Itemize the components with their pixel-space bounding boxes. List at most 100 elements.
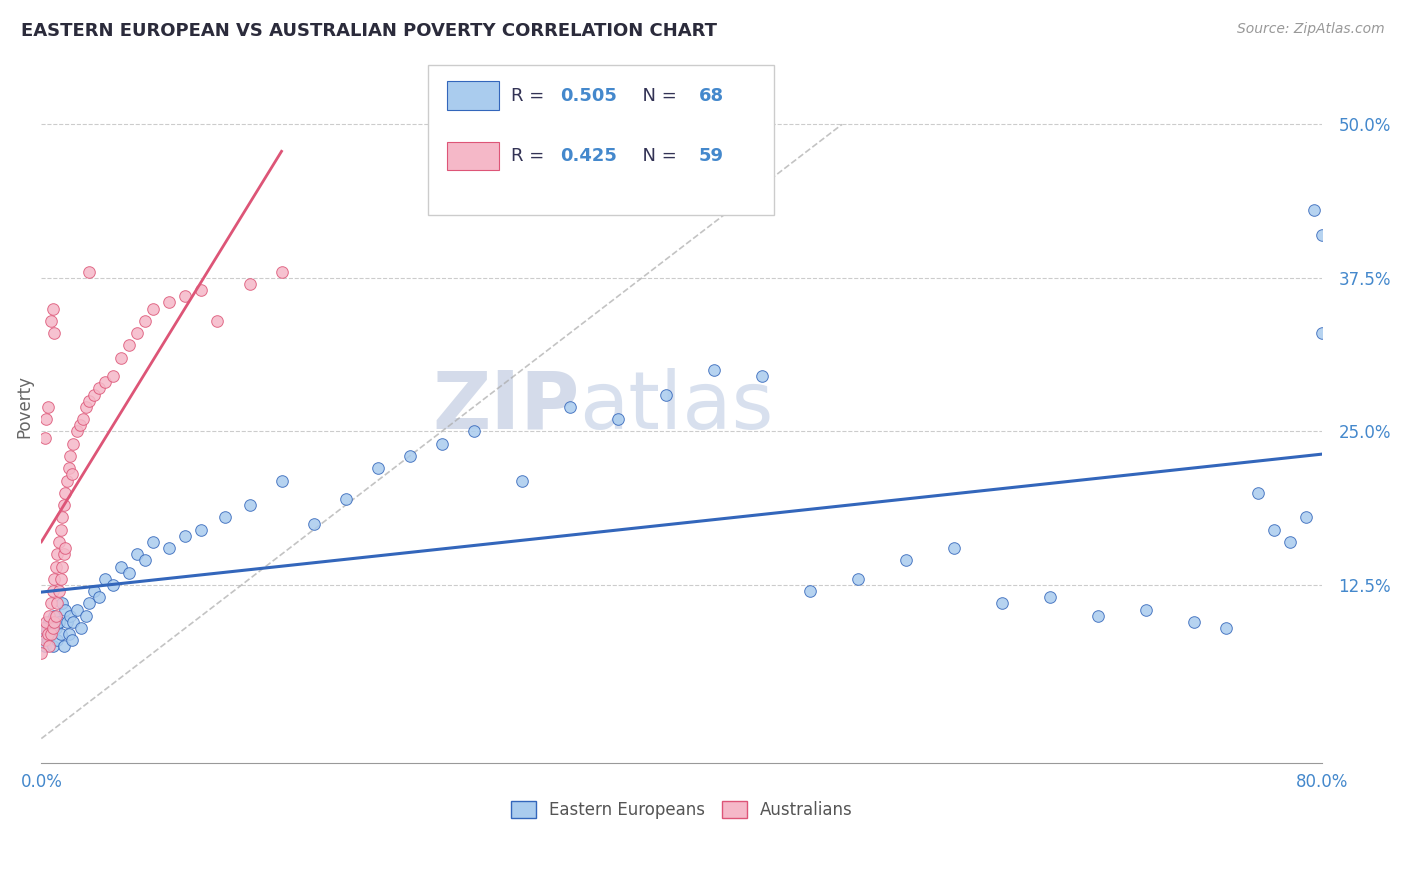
Australians bbox=[142, 301, 165, 316]
Text: 0.425: 0.425 bbox=[560, 147, 617, 165]
Eastern Europeans bbox=[46, 633, 69, 648]
Eastern Europeans bbox=[1135, 602, 1157, 616]
Eastern Europeans bbox=[703, 363, 725, 377]
Australians bbox=[79, 393, 101, 408]
Australians bbox=[103, 369, 125, 384]
Eastern Europeans bbox=[35, 621, 58, 635]
Eastern Europeans bbox=[51, 597, 73, 611]
Australians bbox=[35, 412, 58, 426]
Australians bbox=[38, 640, 60, 654]
Eastern Europeans bbox=[110, 559, 132, 574]
Australians bbox=[37, 400, 59, 414]
Eastern Europeans bbox=[52, 640, 75, 654]
Eastern Europeans bbox=[430, 436, 453, 450]
FancyBboxPatch shape bbox=[429, 65, 775, 215]
Australians bbox=[39, 597, 62, 611]
Eastern Europeans bbox=[335, 491, 357, 506]
Eastern Europeans bbox=[118, 566, 141, 580]
Australians bbox=[72, 412, 94, 426]
Eastern Europeans bbox=[510, 474, 533, 488]
Australians bbox=[134, 314, 156, 328]
Eastern Europeans bbox=[37, 633, 59, 648]
Australians bbox=[58, 461, 80, 475]
Eastern Europeans bbox=[751, 369, 773, 384]
Australians bbox=[94, 376, 117, 390]
Australians bbox=[41, 301, 63, 316]
FancyBboxPatch shape bbox=[447, 142, 499, 170]
Eastern Europeans bbox=[62, 615, 84, 629]
Eastern Europeans bbox=[83, 584, 105, 599]
Eastern Europeans bbox=[943, 541, 966, 556]
Eastern Europeans bbox=[34, 640, 56, 654]
Australians bbox=[59, 449, 82, 463]
Eastern Europeans bbox=[463, 425, 485, 439]
Eastern Europeans bbox=[606, 412, 628, 426]
Eastern Europeans bbox=[214, 510, 236, 524]
Australians bbox=[45, 559, 67, 574]
Australians bbox=[41, 621, 63, 635]
Eastern Europeans bbox=[49, 627, 72, 641]
Eastern Europeans bbox=[846, 572, 869, 586]
Australians bbox=[52, 547, 75, 561]
Australians bbox=[49, 523, 72, 537]
Eastern Europeans bbox=[45, 621, 67, 635]
Australians bbox=[37, 627, 59, 641]
Australians bbox=[35, 615, 58, 629]
Eastern Europeans bbox=[38, 615, 60, 629]
Eastern Europeans bbox=[32, 627, 55, 641]
Australians bbox=[41, 584, 63, 599]
Eastern Europeans bbox=[1279, 535, 1302, 549]
Eastern Europeans bbox=[1295, 510, 1317, 524]
Text: ZIP: ZIP bbox=[432, 368, 579, 446]
Australians bbox=[56, 474, 79, 488]
Australians bbox=[118, 338, 141, 352]
Australians bbox=[32, 621, 55, 635]
Eastern Europeans bbox=[1247, 486, 1270, 500]
Australians bbox=[238, 277, 260, 291]
Eastern Europeans bbox=[79, 597, 101, 611]
Eastern Europeans bbox=[367, 461, 389, 475]
Eastern Europeans bbox=[75, 608, 97, 623]
Eastern Europeans bbox=[1263, 523, 1285, 537]
Australians bbox=[53, 486, 76, 500]
Eastern Europeans bbox=[59, 608, 82, 623]
Eastern Europeans bbox=[94, 572, 117, 586]
Australians bbox=[46, 597, 69, 611]
Eastern Europeans bbox=[1303, 203, 1326, 218]
Australians bbox=[79, 265, 101, 279]
Eastern Europeans bbox=[56, 615, 79, 629]
Eastern Europeans bbox=[134, 553, 156, 567]
Australians bbox=[45, 608, 67, 623]
Eastern Europeans bbox=[190, 523, 212, 537]
Australians bbox=[51, 559, 73, 574]
Australians bbox=[38, 608, 60, 623]
Australians bbox=[207, 314, 229, 328]
Australians bbox=[159, 295, 181, 310]
Eastern Europeans bbox=[1039, 591, 1062, 605]
Eastern Europeans bbox=[174, 529, 197, 543]
Text: 68: 68 bbox=[699, 87, 724, 104]
Australians bbox=[270, 265, 292, 279]
Australians bbox=[49, 572, 72, 586]
Australians bbox=[44, 326, 66, 341]
Text: N =: N = bbox=[631, 87, 682, 104]
Australians bbox=[190, 283, 212, 297]
Australians bbox=[127, 326, 149, 341]
Australians bbox=[39, 627, 62, 641]
Text: R =: R = bbox=[512, 87, 551, 104]
Text: EASTERN EUROPEAN VS AUSTRALIAN POVERTY CORRELATION CHART: EASTERN EUROPEAN VS AUSTRALIAN POVERTY C… bbox=[21, 22, 717, 40]
Eastern Europeans bbox=[60, 633, 83, 648]
Australians bbox=[46, 547, 69, 561]
Eastern Europeans bbox=[70, 621, 93, 635]
Eastern Europeans bbox=[1182, 615, 1205, 629]
Australians bbox=[39, 314, 62, 328]
Eastern Europeans bbox=[39, 627, 62, 641]
Eastern Europeans bbox=[991, 597, 1014, 611]
Australians bbox=[52, 498, 75, 512]
Text: R =: R = bbox=[512, 147, 551, 165]
Y-axis label: Poverty: Poverty bbox=[15, 376, 32, 438]
Eastern Europeans bbox=[41, 640, 63, 654]
Eastern Europeans bbox=[1087, 608, 1109, 623]
Eastern Europeans bbox=[1312, 326, 1334, 341]
Australians bbox=[110, 351, 132, 365]
